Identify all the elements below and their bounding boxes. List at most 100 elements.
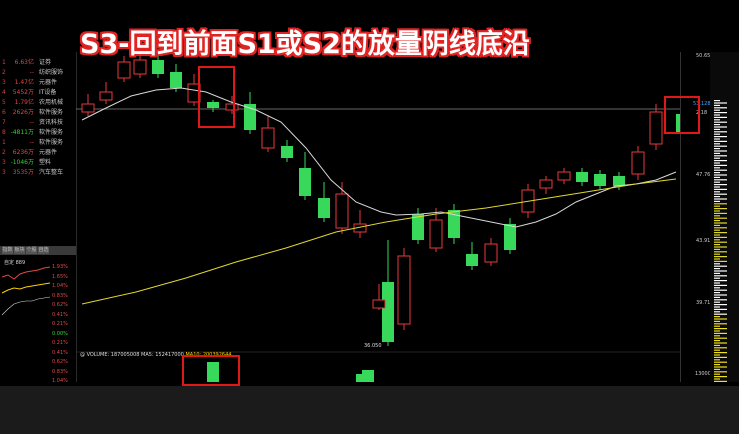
order-book-stripe <box>714 347 727 349</box>
order-book-stripe <box>714 332 727 334</box>
order-book-stripe <box>714 253 720 255</box>
sector-net-flow: 1.79亿 <box>14 99 34 106</box>
mini-tab-stock[interactable]: 个股 <box>26 247 37 254</box>
order-book-stripe <box>714 104 720 106</box>
order-book-stripe <box>714 368 720 370</box>
order-book-stripe <box>714 100 720 102</box>
sector-row[interactable]: 2 6236万 元器件 <box>0 148 76 158</box>
sector-rank: 2 <box>2 69 6 76</box>
candle <box>318 198 330 218</box>
candle <box>81 103 95 113</box>
order-book-stripe <box>714 318 727 320</box>
order-book-stripe <box>714 215 720 217</box>
order-book-stripe <box>714 349 720 351</box>
sector-row[interactable]: 1 6.63亿 证券 <box>0 58 76 68</box>
sector-row[interactable]: 3 -1046万 塑料 <box>0 158 76 168</box>
sector-name: 软件服务 <box>39 109 64 116</box>
sector-row[interactable]: 7 -- 资讯科技 <box>0 118 76 128</box>
candle <box>504 224 516 250</box>
mini-pct-label: 0.62% <box>52 302 68 308</box>
candle <box>133 59 147 75</box>
order-book-stripe <box>714 212 727 214</box>
order-book-stripe <box>714 114 720 116</box>
bottom-bar <box>0 386 739 434</box>
sector-rank: 1 <box>2 139 6 146</box>
sector-name: IT设备 <box>39 89 57 96</box>
order-book-stripe <box>714 236 727 238</box>
order-book-stripe <box>714 140 727 142</box>
mini-pct-label: 1.93% <box>52 264 68 270</box>
order-book-stripe <box>714 316 720 318</box>
candle <box>676 114 680 132</box>
candle <box>299 168 311 196</box>
sector-rank: 7 <box>2 119 6 126</box>
mini-tabs: 指数 板块 个股 自选 <box>0 246 76 255</box>
sector-net-flow: -1046万 <box>10 159 34 166</box>
sector-row[interactable]: 3 3535万 汽车整车 <box>0 168 76 178</box>
order-book-stripe <box>714 198 727 200</box>
volume-value: @ VOLUME: 187005008 <box>80 352 140 358</box>
sector-row[interactable]: 6 2626万 软件服务 <box>0 108 76 118</box>
sector-name: 资讯科技 <box>39 119 64 126</box>
order-book-stripe <box>714 119 720 121</box>
order-book-stripe <box>714 284 727 286</box>
order-book-stripe <box>714 277 720 279</box>
order-book-stripe <box>714 270 727 272</box>
mini-pct-label: 0.21% <box>52 321 68 327</box>
order-book-stripe <box>714 352 727 354</box>
price-tick-4: 39.71 <box>696 300 711 306</box>
order-book-stripe <box>714 330 720 332</box>
order-book-stripe <box>714 371 727 373</box>
mini-pct-label: 0.62% <box>52 359 68 365</box>
sector-list: 1 6.63亿 证券 2 -- 纺织服饰 3 1.47亿 元器件 4 5452万 IT设备 5 1.79亿… <box>0 52 77 382</box>
order-book-stripe <box>714 280 727 282</box>
order-book-stripe <box>714 162 720 164</box>
order-book-stripe <box>714 227 727 229</box>
order-book-stripe <box>714 148 720 150</box>
order-book-stripe <box>714 373 720 375</box>
sector-row[interactable]: 1 -- 软件服务 <box>0 138 76 148</box>
order-book-stripe <box>714 311 720 313</box>
order-book-stripe <box>714 356 727 358</box>
order-book-stripe <box>714 205 720 207</box>
candle <box>117 61 131 79</box>
order-book-stripe <box>714 320 720 322</box>
order-book-stripe <box>714 378 720 380</box>
mini-tab-sector[interactable]: 板块 <box>14 247 25 254</box>
order-book-stripe <box>714 260 727 262</box>
candle <box>484 243 498 263</box>
current-price-tag-2: 2.18 <box>696 110 708 116</box>
mini-intraday-chart <box>1 266 51 316</box>
sector-rank: 3 <box>2 159 6 166</box>
order-book-stripe <box>714 282 720 284</box>
order-book-stripe <box>714 138 720 140</box>
mini-tab-watch[interactable]: 自选 <box>38 247 49 254</box>
order-book-stripe <box>714 234 720 236</box>
order-book-stripe <box>714 340 720 342</box>
order-book-stripe <box>714 155 727 157</box>
sector-name: 农用机械 <box>39 99 64 106</box>
order-book-stripe <box>714 258 720 260</box>
order-book-stripe <box>714 174 727 176</box>
mini-tab-index[interactable]: 指数 <box>2 247 13 254</box>
order-book-stripe <box>714 186 720 188</box>
sector-row[interactable]: 2 -- 纺织服饰 <box>0 68 76 78</box>
sector-row[interactable]: 4 5452万 IT设备 <box>0 88 76 98</box>
candle <box>631 151 645 175</box>
candle <box>594 174 606 186</box>
highlight-box-s3 <box>664 96 700 134</box>
order-book-stripe <box>714 145 727 147</box>
mini-pct-label: 0.83% <box>52 292 68 299</box>
sector-rank: 1 <box>2 59 6 66</box>
sector-row[interactable]: 8 -4811万 软件服务 <box>0 128 76 138</box>
sector-row[interactable]: 5 1.79亿 农用机械 <box>0 98 76 108</box>
sector-row[interactable]: 3 1.47亿 元器件 <box>0 78 76 88</box>
order-book-stripe <box>714 179 727 181</box>
order-book-stripe <box>714 131 727 133</box>
price-tick-3: 43.91 <box>696 238 711 244</box>
sector-name: 元器件 <box>39 79 58 86</box>
sector-rank: 8 <box>2 129 6 136</box>
kline-chart[interactable] <box>76 52 680 382</box>
order-book-stripe <box>714 296 720 298</box>
candle <box>99 91 113 101</box>
